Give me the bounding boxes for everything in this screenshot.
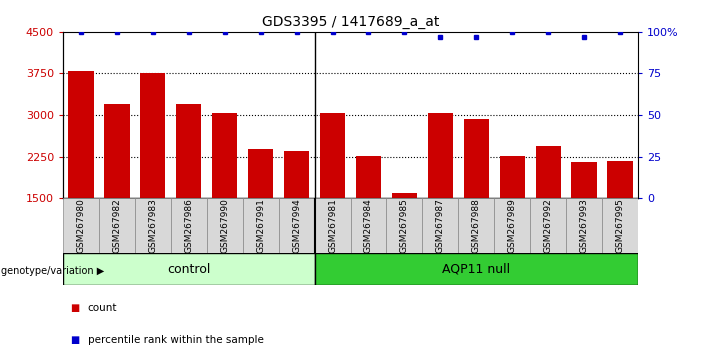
FancyBboxPatch shape	[566, 198, 602, 253]
Bar	[140, 74, 165, 198]
FancyBboxPatch shape	[494, 198, 530, 253]
Text: GSM267982: GSM267982	[112, 198, 121, 253]
FancyBboxPatch shape	[99, 198, 135, 253]
FancyBboxPatch shape	[458, 198, 494, 253]
Text: GSM267990: GSM267990	[220, 198, 229, 253]
Text: GSM267980: GSM267980	[76, 198, 86, 253]
FancyBboxPatch shape	[171, 198, 207, 253]
Text: GSM267989: GSM267989	[508, 198, 517, 253]
Bar	[428, 113, 453, 198]
FancyBboxPatch shape	[63, 198, 99, 253]
Text: genotype/variation ▶: genotype/variation ▶	[1, 266, 104, 276]
FancyBboxPatch shape	[135, 198, 171, 253]
Text: GSM267985: GSM267985	[400, 198, 409, 253]
Text: GSM267994: GSM267994	[292, 198, 301, 253]
Bar	[571, 162, 597, 198]
Text: control: control	[167, 263, 210, 275]
Title: GDS3395 / 1417689_a_at: GDS3395 / 1417689_a_at	[261, 16, 440, 29]
FancyBboxPatch shape	[386, 198, 422, 253]
Bar	[248, 149, 273, 198]
Text: GSM267988: GSM267988	[472, 198, 481, 253]
Text: AQP11 null: AQP11 null	[442, 263, 510, 275]
Bar	[104, 104, 130, 198]
FancyBboxPatch shape	[350, 198, 386, 253]
FancyBboxPatch shape	[315, 253, 638, 285]
Text: percentile rank within the sample: percentile rank within the sample	[88, 335, 264, 345]
Text: GSM267993: GSM267993	[580, 198, 589, 253]
FancyBboxPatch shape	[422, 198, 458, 253]
FancyBboxPatch shape	[243, 198, 278, 253]
Bar	[320, 113, 345, 198]
Bar	[176, 104, 201, 198]
Text: count: count	[88, 303, 117, 313]
Bar	[356, 156, 381, 198]
Text: ■: ■	[70, 303, 79, 313]
FancyBboxPatch shape	[530, 198, 566, 253]
Bar	[500, 156, 525, 198]
Text: GSM267981: GSM267981	[328, 198, 337, 253]
Bar	[284, 150, 309, 198]
Text: GSM267992: GSM267992	[543, 198, 552, 253]
Text: GSM267991: GSM267991	[256, 198, 265, 253]
Bar	[212, 113, 238, 198]
Text: ■: ■	[70, 335, 79, 345]
Bar	[69, 71, 94, 198]
FancyBboxPatch shape	[278, 198, 315, 253]
Text: GSM267986: GSM267986	[184, 198, 193, 253]
Text: GSM267995: GSM267995	[615, 198, 625, 253]
Text: GSM267984: GSM267984	[364, 198, 373, 253]
Bar	[392, 193, 417, 198]
Bar	[536, 146, 561, 198]
Text: GSM267983: GSM267983	[149, 198, 158, 253]
Bar	[607, 160, 632, 198]
Bar	[463, 120, 489, 198]
FancyBboxPatch shape	[602, 198, 638, 253]
FancyBboxPatch shape	[207, 198, 243, 253]
FancyBboxPatch shape	[63, 253, 315, 285]
Text: GSM267987: GSM267987	[436, 198, 445, 253]
FancyBboxPatch shape	[315, 198, 350, 253]
